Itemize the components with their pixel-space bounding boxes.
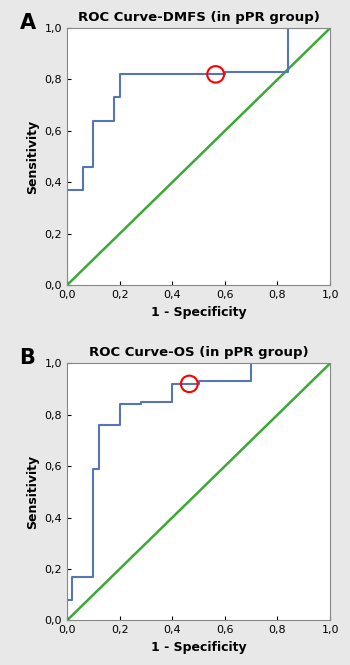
Text: A: A <box>20 13 36 33</box>
X-axis label: 1 - Specificity: 1 - Specificity <box>151 306 246 319</box>
Text: B: B <box>20 348 35 368</box>
X-axis label: 1 - Specificity: 1 - Specificity <box>151 641 246 654</box>
Title: ROC Curve-DMFS (in pPR group): ROC Curve-DMFS (in pPR group) <box>78 11 320 24</box>
Y-axis label: Sensitivity: Sensitivity <box>26 455 39 529</box>
Y-axis label: Sensitivity: Sensitivity <box>26 120 39 194</box>
Title: ROC Curve-OS (in pPR group): ROC Curve-OS (in pPR group) <box>89 346 308 359</box>
